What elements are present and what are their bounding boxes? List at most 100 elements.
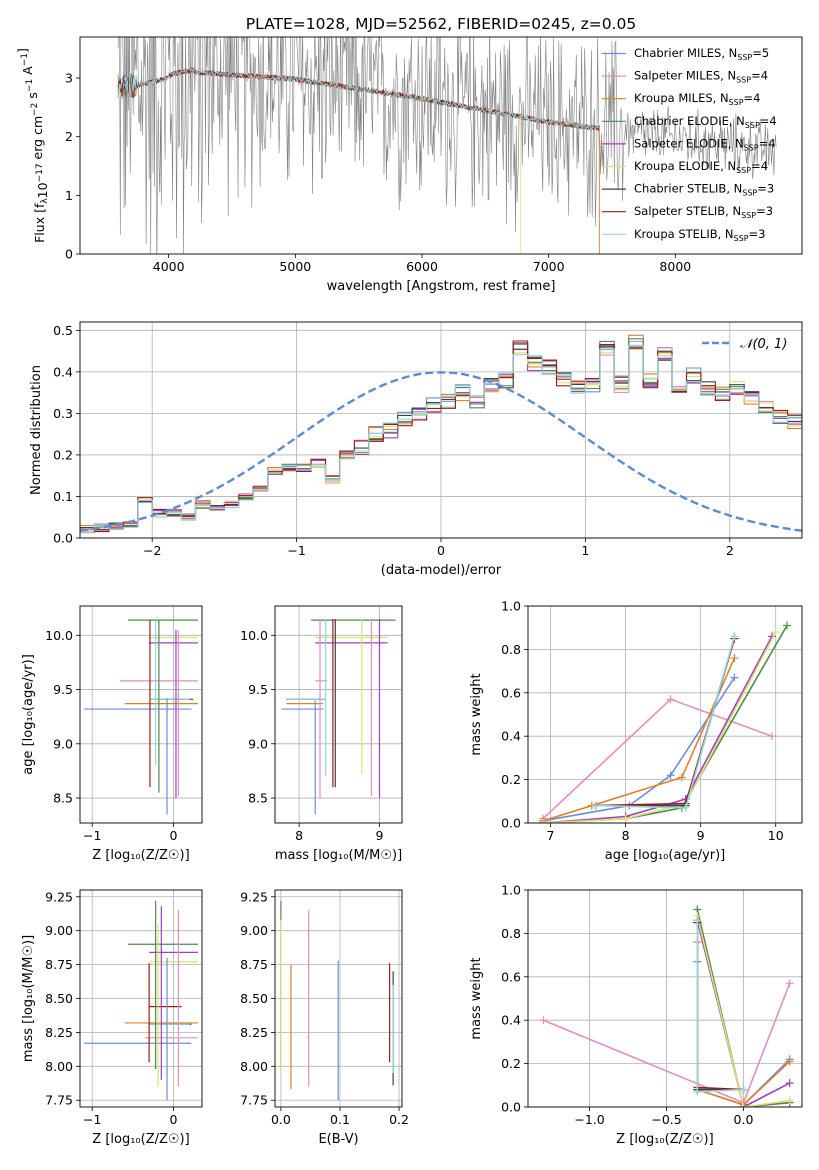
y-tick-label: 8.75 bbox=[240, 957, 268, 972]
mass-weight-line bbox=[696, 909, 790, 1107]
legend-entry: Kroupa ELODIE, NSSP=4 bbox=[634, 159, 768, 175]
y-tick-label: 9.5 bbox=[53, 682, 73, 697]
axes-frame bbox=[79, 605, 203, 824]
residuals-panel: −2 −1 0 1 2 0.0 0.1 0.2 0.3 0.4 0.5 (data-model)/er… bbox=[29, 321, 803, 578]
y-axis-label: mass [log₁₀(M/M☉)] bbox=[21, 935, 36, 1062]
mass_weight_vs_age-panel: 7 8 9 10 0.0 0.2 0.4 0.6 0.8 1.0 age [log₁₀(age/yr… bbox=[469, 599, 803, 863]
mass-weight-marker bbox=[591, 801, 600, 810]
y-axis-label: mass weight bbox=[469, 957, 484, 1039]
y-tick-label: 8.00 bbox=[45, 1059, 73, 1074]
y-tick-label: 0.8 bbox=[501, 926, 521, 941]
x-tick-label: 0.1 bbox=[330, 1112, 350, 1127]
y-axis-label-part: −1 bbox=[20, 53, 30, 66]
legend-tail: =5 bbox=[752, 46, 769, 60]
y-tick-label: 0.6 bbox=[501, 685, 521, 700]
mass_weight_vs_Z-panel: −1.0 −0.5 0.0 0.0 0.2 0.4 0.6 0.8 1.0 Z [log₁₀(Z/… bbox=[469, 883, 803, 1147]
mass-weight-marker bbox=[785, 1079, 794, 1088]
y-axis-label-part: −17 bbox=[35, 163, 45, 182]
y-tick-label: 9.00 bbox=[240, 923, 268, 938]
mass_vs_EBV-panel: 0.0 0.1 0.2 7.75 8.00 8.25 8.50 8.75 9.00 9.25 E(B… bbox=[240, 889, 409, 1147]
legend-tail: =4 bbox=[751, 159, 768, 173]
y-tick-label: 0.0 bbox=[501, 1100, 521, 1115]
mass_weight_vs_age-plot-area bbox=[539, 621, 791, 823]
x-axis-label: (data-model)/error bbox=[381, 563, 502, 578]
legend-entry: Salpeter ELODIE, NSSP=4 bbox=[634, 136, 776, 152]
legend-text: Kroupa STELIB, N bbox=[634, 227, 734, 241]
mass-weight-line bbox=[542, 625, 788, 823]
residual-histogram-line bbox=[80, 348, 802, 532]
mass-weight-marker bbox=[539, 1016, 548, 1025]
mass-weight-line bbox=[542, 698, 773, 820]
age_vs_mass-plot-area bbox=[281, 619, 396, 815]
y-tick-label: 0.1 bbox=[53, 489, 73, 504]
y-tick-label: 9.25 bbox=[45, 889, 73, 904]
y-tick-label: 0.2 bbox=[501, 772, 521, 787]
x-tick-label: 7000 bbox=[533, 259, 565, 274]
y-tick-label: 0.0 bbox=[501, 816, 521, 831]
x-tick-label: 8000 bbox=[659, 259, 691, 274]
legend-text: Kroupa ELODIE, N bbox=[634, 159, 736, 173]
x-tick-label: −1 bbox=[83, 1112, 101, 1127]
y-axis-label: age [log₁₀(age/yr)] bbox=[21, 654, 36, 775]
legend-tail: =4 bbox=[744, 91, 761, 105]
x-tick-label: −1 bbox=[287, 543, 305, 558]
age_vs_Z-plot-area bbox=[84, 619, 198, 815]
mass-weight-marker bbox=[785, 1057, 794, 1066]
x-tick-label: 8 bbox=[622, 828, 630, 843]
residual-histogram-line bbox=[80, 344, 802, 531]
legend-tail: =4 bbox=[760, 114, 777, 128]
mass-weight-marker bbox=[621, 814, 630, 823]
y-tick-label: 0.8 bbox=[501, 642, 521, 657]
mass-weight-marker bbox=[785, 979, 794, 988]
y-tick-label: 3 bbox=[65, 71, 73, 86]
y-tick-label: 0.3 bbox=[53, 406, 73, 421]
legend-entry: Chabrier ELODIE, NSSP=4 bbox=[634, 114, 777, 130]
mass-weight-marker bbox=[693, 916, 702, 925]
y-tick-label: 9.0 bbox=[53, 736, 73, 751]
x-tick-label: −0.5 bbox=[651, 1112, 681, 1127]
x-tick-label: 8 bbox=[295, 828, 303, 843]
x-axis-label: age [log₁₀(age/yr)] bbox=[605, 848, 726, 863]
legend-subscript: SSP bbox=[736, 166, 751, 175]
y-tick-label: 0.6 bbox=[501, 969, 521, 984]
legend-text: Chabrier ELODIE, N bbox=[634, 114, 745, 128]
y-axis-label-part: −2 bbox=[30, 103, 40, 116]
y-axis-label-part: Flux [f bbox=[32, 203, 47, 243]
y-tick-label: 0 bbox=[65, 247, 73, 262]
legend-tail: =3 bbox=[756, 204, 773, 218]
y-tick-label: 8.50 bbox=[45, 991, 73, 1006]
legend-entry: Chabrier STELIB, NSSP=3 bbox=[634, 182, 774, 198]
legend-text: Chabrier STELIB, N bbox=[634, 182, 742, 196]
legend-text: Salpeter ELODIE, N bbox=[634, 136, 744, 150]
y-tick-label: 1 bbox=[65, 188, 73, 203]
mass-weight-line bbox=[542, 631, 777, 823]
y-tick-label: 0.4 bbox=[501, 1013, 521, 1028]
y-tick-label: 8.25 bbox=[45, 1025, 73, 1040]
y-axis-label-part: 10 bbox=[35, 182, 50, 198]
y-axis-label: mass weight bbox=[469, 673, 484, 755]
x-tick-label: 9 bbox=[376, 828, 384, 843]
mass-weight-marker bbox=[785, 1096, 794, 1105]
x-axis-label: Z [log₁₀(Z/Z☉)] bbox=[92, 1132, 189, 1147]
mass-weight-marker bbox=[767, 732, 776, 741]
y-tick-label: 9.25 bbox=[240, 889, 268, 904]
legend-subscript: SSP bbox=[744, 143, 759, 152]
y-tick-label: 10.0 bbox=[240, 628, 268, 643]
legend-subscript: SSP bbox=[734, 234, 749, 243]
y-axis-label-part: λ bbox=[40, 198, 50, 204]
mass-weight-marker bbox=[739, 1085, 748, 1094]
mass-weight-marker bbox=[730, 654, 739, 663]
x-tick-label: −2 bbox=[143, 543, 161, 558]
axes-frame bbox=[79, 36, 803, 255]
spectrum-plot-area bbox=[117, 37, 777, 254]
y-tick-label: 2 bbox=[65, 129, 73, 144]
y-tick-label: 9.00 bbox=[45, 923, 73, 938]
mass-weight-marker bbox=[782, 621, 791, 630]
mass_vs_Z-plot-area bbox=[84, 900, 198, 1101]
y-axis-label-part: −1 bbox=[25, 79, 35, 92]
legend-entry: Chabrier MILES, NSSP=5 bbox=[634, 46, 769, 62]
y-tick-label: 0.2 bbox=[53, 447, 73, 462]
normal-curve bbox=[80, 371, 802, 532]
x-axis-label: E(B-V) bbox=[318, 1132, 358, 1147]
